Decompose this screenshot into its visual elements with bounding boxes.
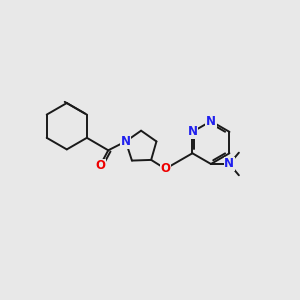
Text: N: N (188, 125, 197, 138)
Text: N: N (121, 135, 131, 148)
Text: N: N (224, 158, 234, 170)
Text: N: N (206, 115, 216, 128)
Text: O: O (95, 159, 105, 172)
Text: O: O (160, 162, 170, 175)
